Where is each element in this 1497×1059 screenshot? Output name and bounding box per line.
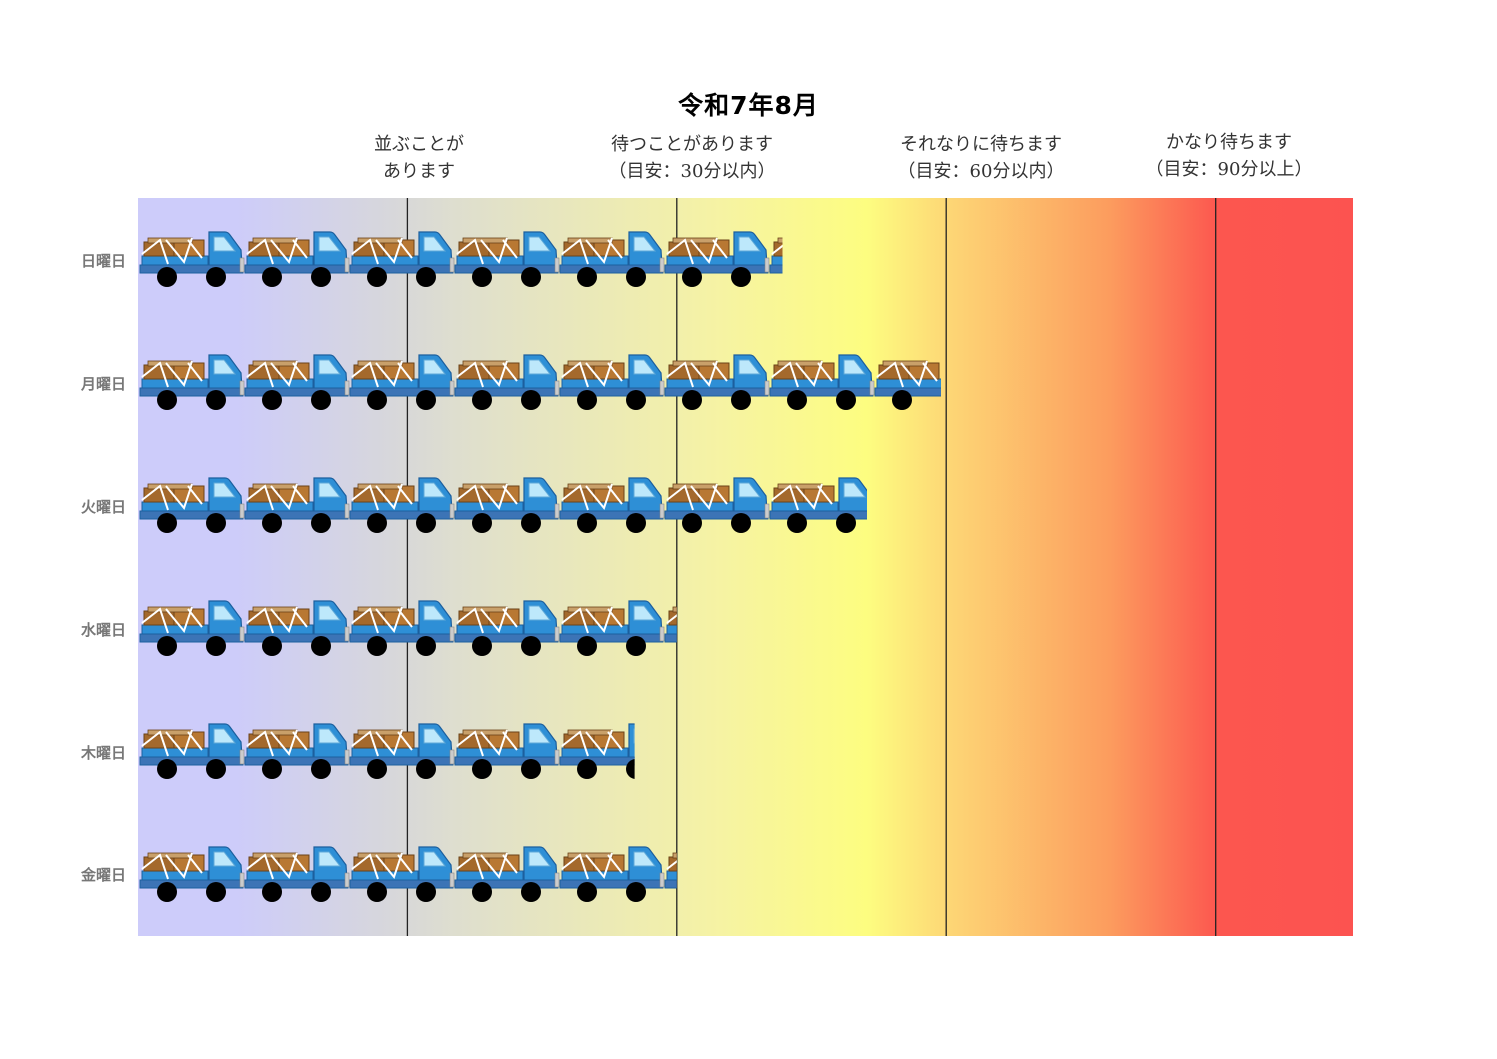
truck-icon [664,354,770,410]
truck-icon [664,606,677,643]
truck-icon [664,852,677,889]
zone-label-line2: （目安：60分以内） [897,161,1065,182]
truck-icon [349,600,455,656]
zone-label-line2: （目安：30分以内） [608,161,776,182]
truck-icon [244,846,350,902]
truck-icon [244,354,350,410]
row-label-sunday: 日曜日 [80,252,126,270]
truck-icon [559,477,665,533]
truck-icon [454,231,560,287]
zone-label-long-wait: かなり待ちます （目安：90分以上） [1089,129,1369,183]
chart-svg [139,198,1217,936]
truck-icon [664,231,770,287]
row-label-monday: 月曜日 [80,375,126,393]
truck-icon [349,231,455,287]
truck-icon [454,354,560,410]
truck-icon [769,237,783,274]
truck-icon [454,477,560,533]
zone-label-moderate-wait: それなりに待ちます （目安：60分以内） [841,131,1121,185]
truck-icon [139,231,245,287]
truck-bar [139,231,783,287]
truck-bar [139,477,867,533]
row-label-tuesday: 火曜日 [80,498,126,516]
truck-icon [244,600,350,656]
zone-label-some-wait: 待つことがあります （目安：30分以内） [552,131,832,185]
truck-icon [139,477,245,533]
truck-icon [454,723,560,779]
truck-icon [559,846,665,902]
truck-icon [559,723,635,779]
chart-title: 令和7年8月 [678,91,819,120]
truck-icon [559,354,665,410]
truck-icon [349,354,455,410]
truck-icon [559,600,665,656]
row-label-friday: 金曜日 [80,866,126,884]
truck-icon [139,354,245,410]
truck-icon [244,723,350,779]
row-label-wednesday: 水曜日 [80,621,126,639]
truck-icon [454,600,560,656]
truck-icon [139,600,245,656]
zone-label-lining-up: 並ぶことが あります [279,131,559,185]
row-label-thursday: 木曜日 [80,744,126,762]
truck-bar [139,354,941,410]
truck-icon [559,231,665,287]
truck-bar [139,600,677,656]
truck-icon [454,846,560,902]
truck-icon [769,477,867,533]
truck-icon [349,846,455,902]
zone-label-line2: （目安：90分以上） [1145,159,1313,180]
truck-icon [874,360,941,410]
zone-label-line1: それなりに待ちます [900,134,1062,155]
plot-area [138,198,1353,936]
zone-label-line1: かなり待ちます [1166,132,1292,153]
truck-icon [139,846,245,902]
zone-label-line1: 並ぶことが [374,134,464,155]
truck-icon [349,477,455,533]
truck-bar [139,723,635,779]
truck-icon [664,477,770,533]
zone-label-line1: 待つことがあります [611,134,773,155]
truck-icon [244,231,350,287]
truck-bar [139,846,677,902]
truck-icon [244,477,350,533]
zone-label-line2: あります [383,161,455,182]
truck-icon [139,723,245,779]
truck-icon [769,354,875,410]
truck-icon [349,723,455,779]
